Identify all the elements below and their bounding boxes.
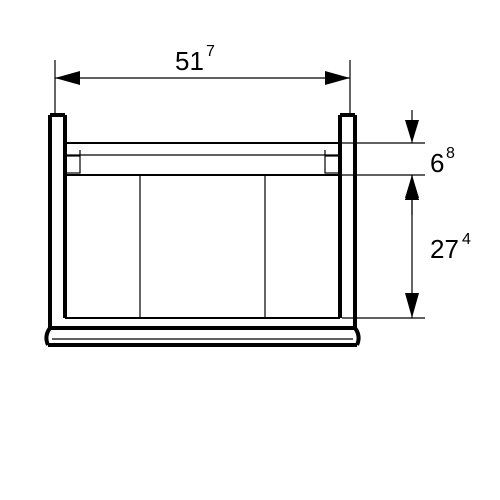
dimension-height-sup: 4 (462, 231, 471, 248)
drawing-canvas: 51 7 6 8 27 4 (0, 0, 500, 500)
dimension-gap-value: 6 (430, 148, 444, 178)
dimension-width: 51 7 (55, 43, 350, 113)
dimension-width-sup: 7 (206, 43, 215, 60)
dimension-width-value: 51 (175, 46, 204, 76)
dimension-gap: 6 8 (342, 110, 455, 215)
object-outline (46, 115, 358, 345)
dimension-gap-sup: 8 (446, 145, 455, 162)
dimension-height-value: 27 (430, 234, 459, 264)
dimension-height: 27 4 (342, 175, 471, 318)
